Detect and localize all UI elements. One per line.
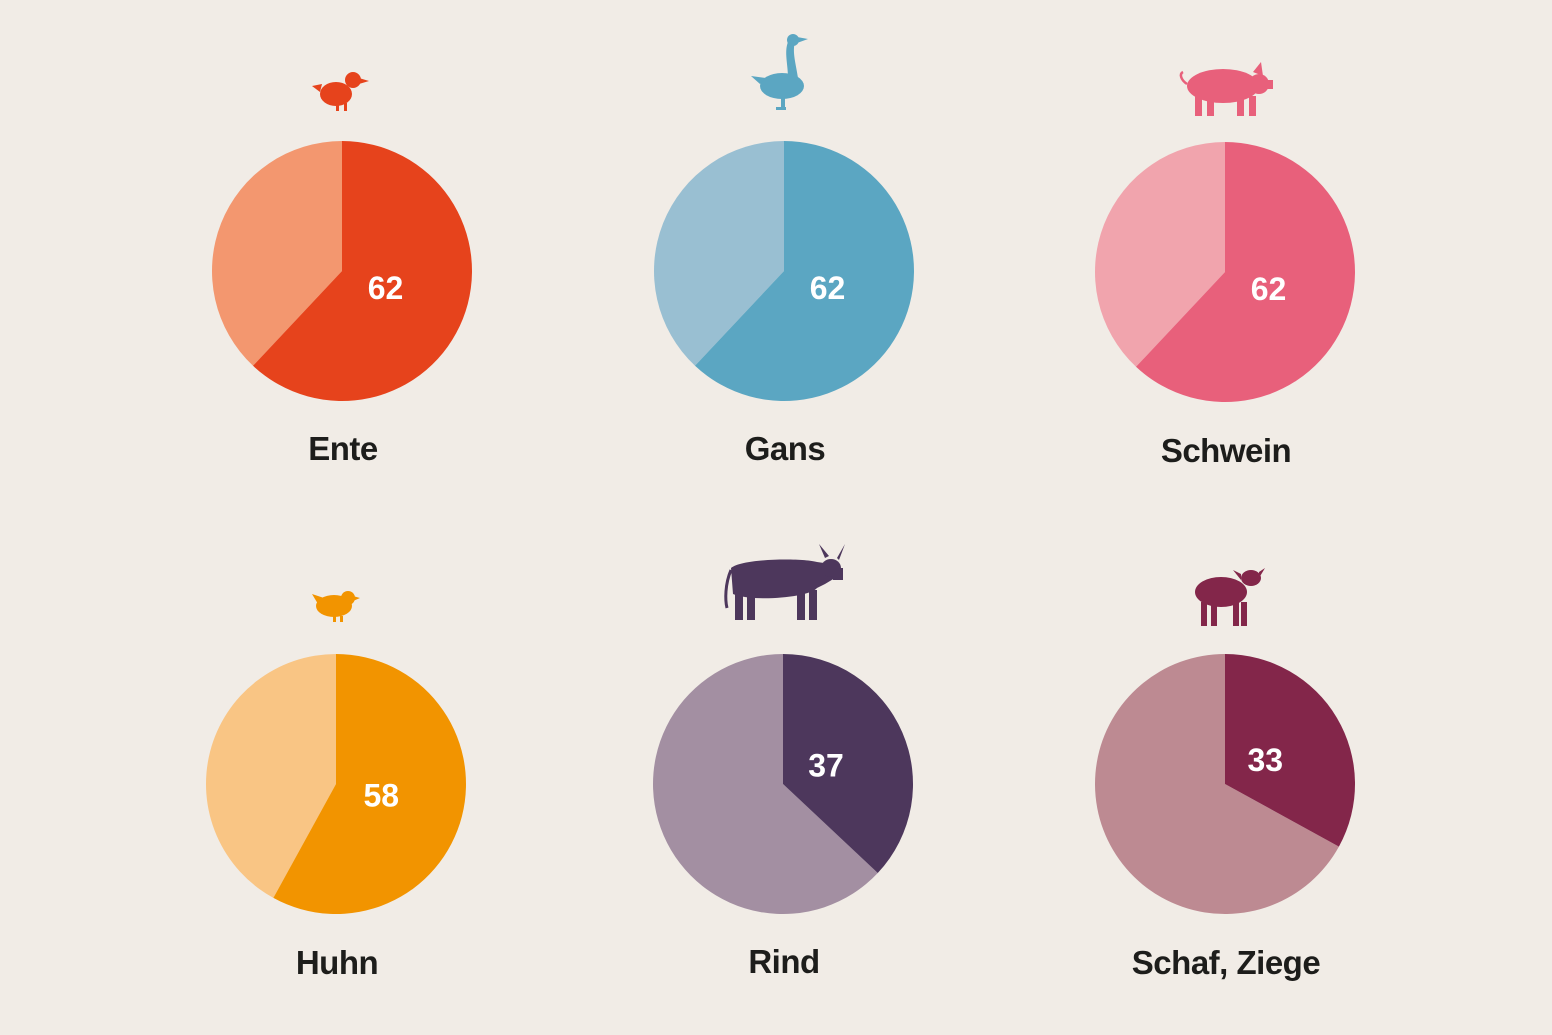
pie-slice-rest — [1095, 654, 1339, 914]
pie-slice-value — [783, 653, 914, 873]
pie-slice-value — [1136, 142, 1355, 402]
pie-slice-rest — [653, 654, 878, 914]
pie-slice-rest — [653, 140, 784, 366]
pie-slice-rest — [205, 654, 336, 898]
pie-value-label: 62 — [1251, 271, 1287, 307]
pie-category-label: Schwein — [1161, 432, 1291, 469]
pie-rind: 37 Rind — [653, 542, 914, 980]
pie-slice-rest — [211, 140, 342, 366]
pie-slice-rest — [1094, 142, 1225, 367]
chicken-icon — [312, 591, 360, 622]
pie-category-label: Rind — [748, 943, 819, 980]
pie-category-label: Gans — [745, 430, 826, 467]
sheep-icon — [1195, 568, 1265, 626]
pie-slice-value — [695, 141, 914, 401]
pie-slice-value — [253, 141, 472, 401]
pie-value-label: 58 — [364, 778, 400, 814]
pie-category-label: Ente — [308, 430, 378, 467]
cow-icon — [724, 542, 847, 622]
duck-icon — [312, 72, 369, 111]
pie-value-label: 33 — [1248, 742, 1284, 778]
pie-gans: 62 Gans — [653, 34, 914, 467]
pie-value-label: 37 — [808, 747, 844, 783]
goose-icon — [751, 34, 808, 110]
pie-schwein: 62 Schwein — [1094, 60, 1355, 469]
pie-value-label: 62 — [810, 270, 846, 306]
pie-schaf-ziege: 33 Schaf, Ziege — [1095, 568, 1356, 981]
pie-slice-value — [1225, 654, 1356, 847]
pie-value-label: 62 — [368, 270, 404, 306]
pie-category-label: Schaf, Ziege — [1132, 944, 1321, 981]
pie-huhn: 58 Huhn — [205, 591, 466, 981]
pie-ente: 62 Ente — [211, 72, 472, 467]
pie-slice-value — [273, 654, 466, 914]
pig-icon — [1179, 60, 1275, 118]
pie-category-label: Huhn — [296, 944, 378, 981]
